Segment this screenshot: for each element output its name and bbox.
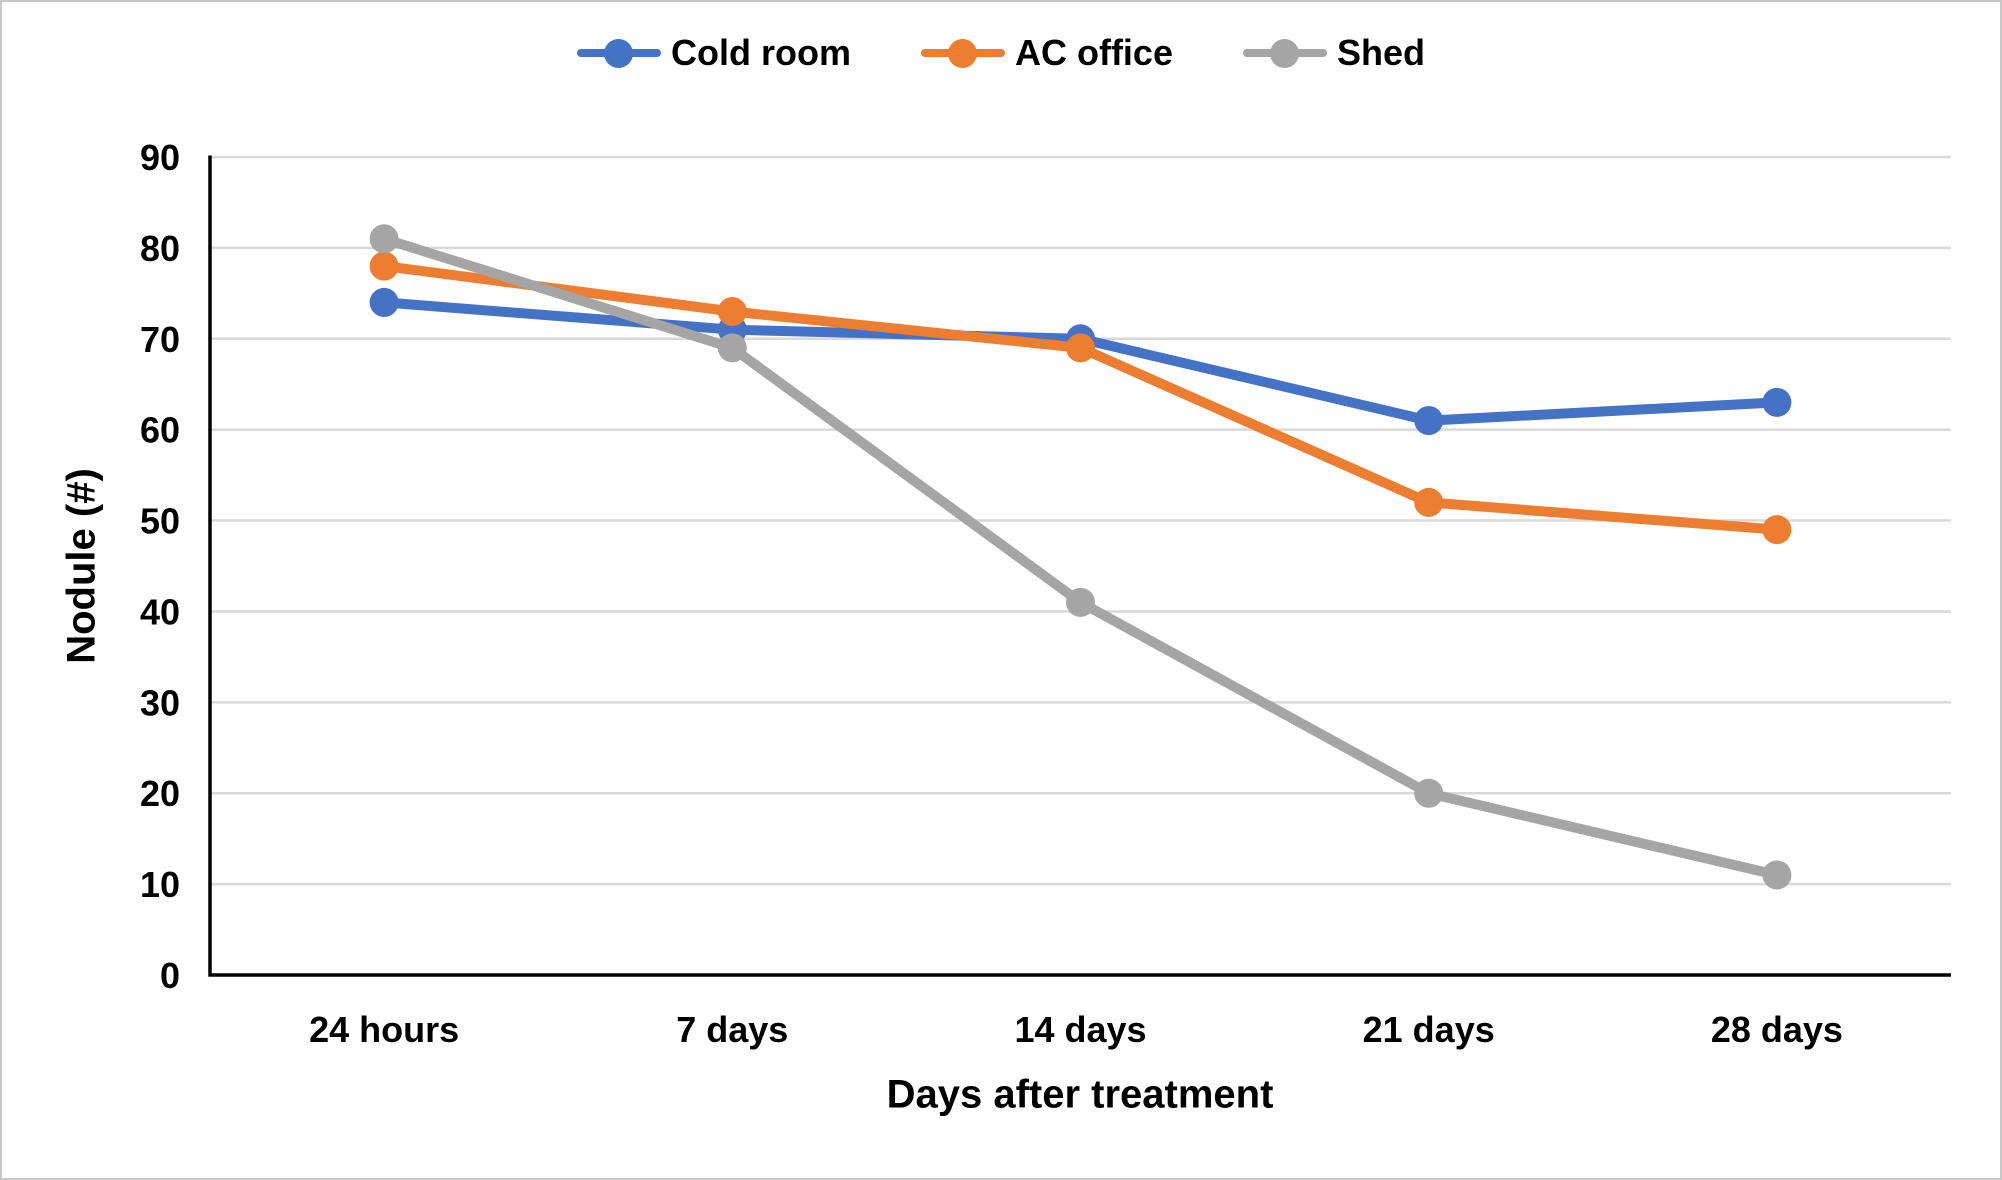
- data-point-ac-office-21-days: [1414, 487, 1444, 517]
- y-tick-label: 10: [140, 864, 180, 905]
- legend-item-ac-office: AC office: [920, 32, 1173, 74]
- y-tick-label: 30: [140, 682, 180, 723]
- x-tick-label: 28 days: [1711, 1009, 1843, 1050]
- data-point-cold-room-21-days: [1414, 406, 1444, 436]
- x-tick-label: 24 hours: [309, 1009, 459, 1050]
- data-point-shed-21-days: [1414, 778, 1444, 808]
- data-point-shed-28-days: [1762, 860, 1792, 890]
- data-point-shed-24-hours: [369, 224, 399, 254]
- legend-item-cold-room: Cold room: [576, 32, 851, 74]
- legend-label: Cold room: [670, 32, 851, 73]
- data-point-shed-14-days: [1066, 587, 1095, 617]
- data-point-ac-office-28-days: [1762, 515, 1792, 545]
- data-point-ac-office-7-days: [717, 297, 747, 327]
- x-tick-label: 7 days: [676, 1009, 788, 1050]
- chart-legend: Cold room AC office Shed: [2, 32, 2000, 74]
- y-tick-label: 90: [140, 137, 180, 178]
- y-tick-label: 40: [140, 591, 180, 632]
- data-point-cold-room-28-days: [1762, 387, 1792, 417]
- y-tick-label: 0: [160, 955, 180, 996]
- data-point-cold-room-24-hours: [369, 287, 399, 317]
- y-tick-label: 20: [140, 773, 180, 814]
- y-tick-label: 60: [140, 410, 180, 451]
- legend-marker-icon: [1242, 38, 1327, 68]
- legend-label: Shed: [1336, 32, 1425, 73]
- legend-item-shed: Shed: [1242, 32, 1425, 74]
- x-axis-title: Days after treatment: [886, 1072, 1274, 1117]
- legend-marker-icon: [576, 38, 661, 68]
- legend-label: AC office: [1014, 32, 1173, 73]
- x-tick-label: 14 days: [1014, 1009, 1146, 1050]
- y-tick-label: 80: [140, 228, 180, 269]
- x-tick-label: 21 days: [1363, 1009, 1495, 1050]
- y-tick-label: 70: [140, 319, 180, 360]
- data-point-ac-office-14-days: [1066, 333, 1095, 363]
- y-axis-title: Nodule (#): [59, 468, 104, 664]
- data-point-ac-office-24-hours: [369, 251, 399, 281]
- data-point-shed-7-days: [717, 333, 747, 363]
- legend-marker-icon: [920, 38, 1005, 68]
- y-tick-label: 50: [140, 501, 180, 542]
